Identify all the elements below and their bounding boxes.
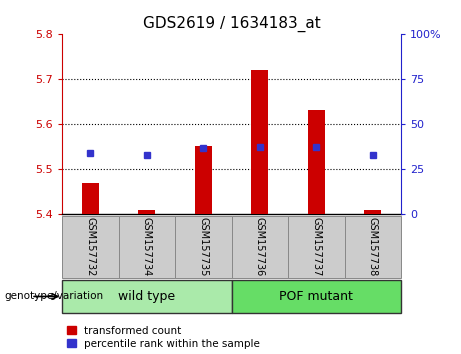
- Text: GSM157736: GSM157736: [255, 217, 265, 276]
- Text: GSM157735: GSM157735: [198, 217, 208, 276]
- Bar: [82, 183, 99, 214]
- Bar: [195, 147, 212, 214]
- Bar: [231, 216, 288, 278]
- Bar: [344, 216, 401, 278]
- Legend: transformed count, percentile rank within the sample: transformed count, percentile rank withi…: [67, 326, 260, 349]
- Bar: [118, 216, 175, 278]
- Text: GSM157738: GSM157738: [368, 217, 378, 276]
- Bar: [62, 216, 118, 278]
- Title: GDS2619 / 1634183_at: GDS2619 / 1634183_at: [143, 16, 320, 32]
- Text: wild type: wild type: [118, 290, 176, 303]
- Bar: [62, 280, 231, 313]
- Text: GSM157732: GSM157732: [85, 217, 95, 276]
- Text: GSM157734: GSM157734: [142, 217, 152, 276]
- Bar: [288, 216, 344, 278]
- Text: GSM157737: GSM157737: [311, 217, 321, 276]
- Bar: [231, 280, 401, 313]
- Text: POF mutant: POF mutant: [279, 290, 353, 303]
- Bar: [251, 70, 268, 214]
- Text: genotype/variation: genotype/variation: [5, 291, 104, 302]
- Bar: [364, 210, 381, 214]
- Bar: [308, 110, 325, 214]
- Bar: [175, 216, 231, 278]
- Bar: [138, 210, 155, 214]
